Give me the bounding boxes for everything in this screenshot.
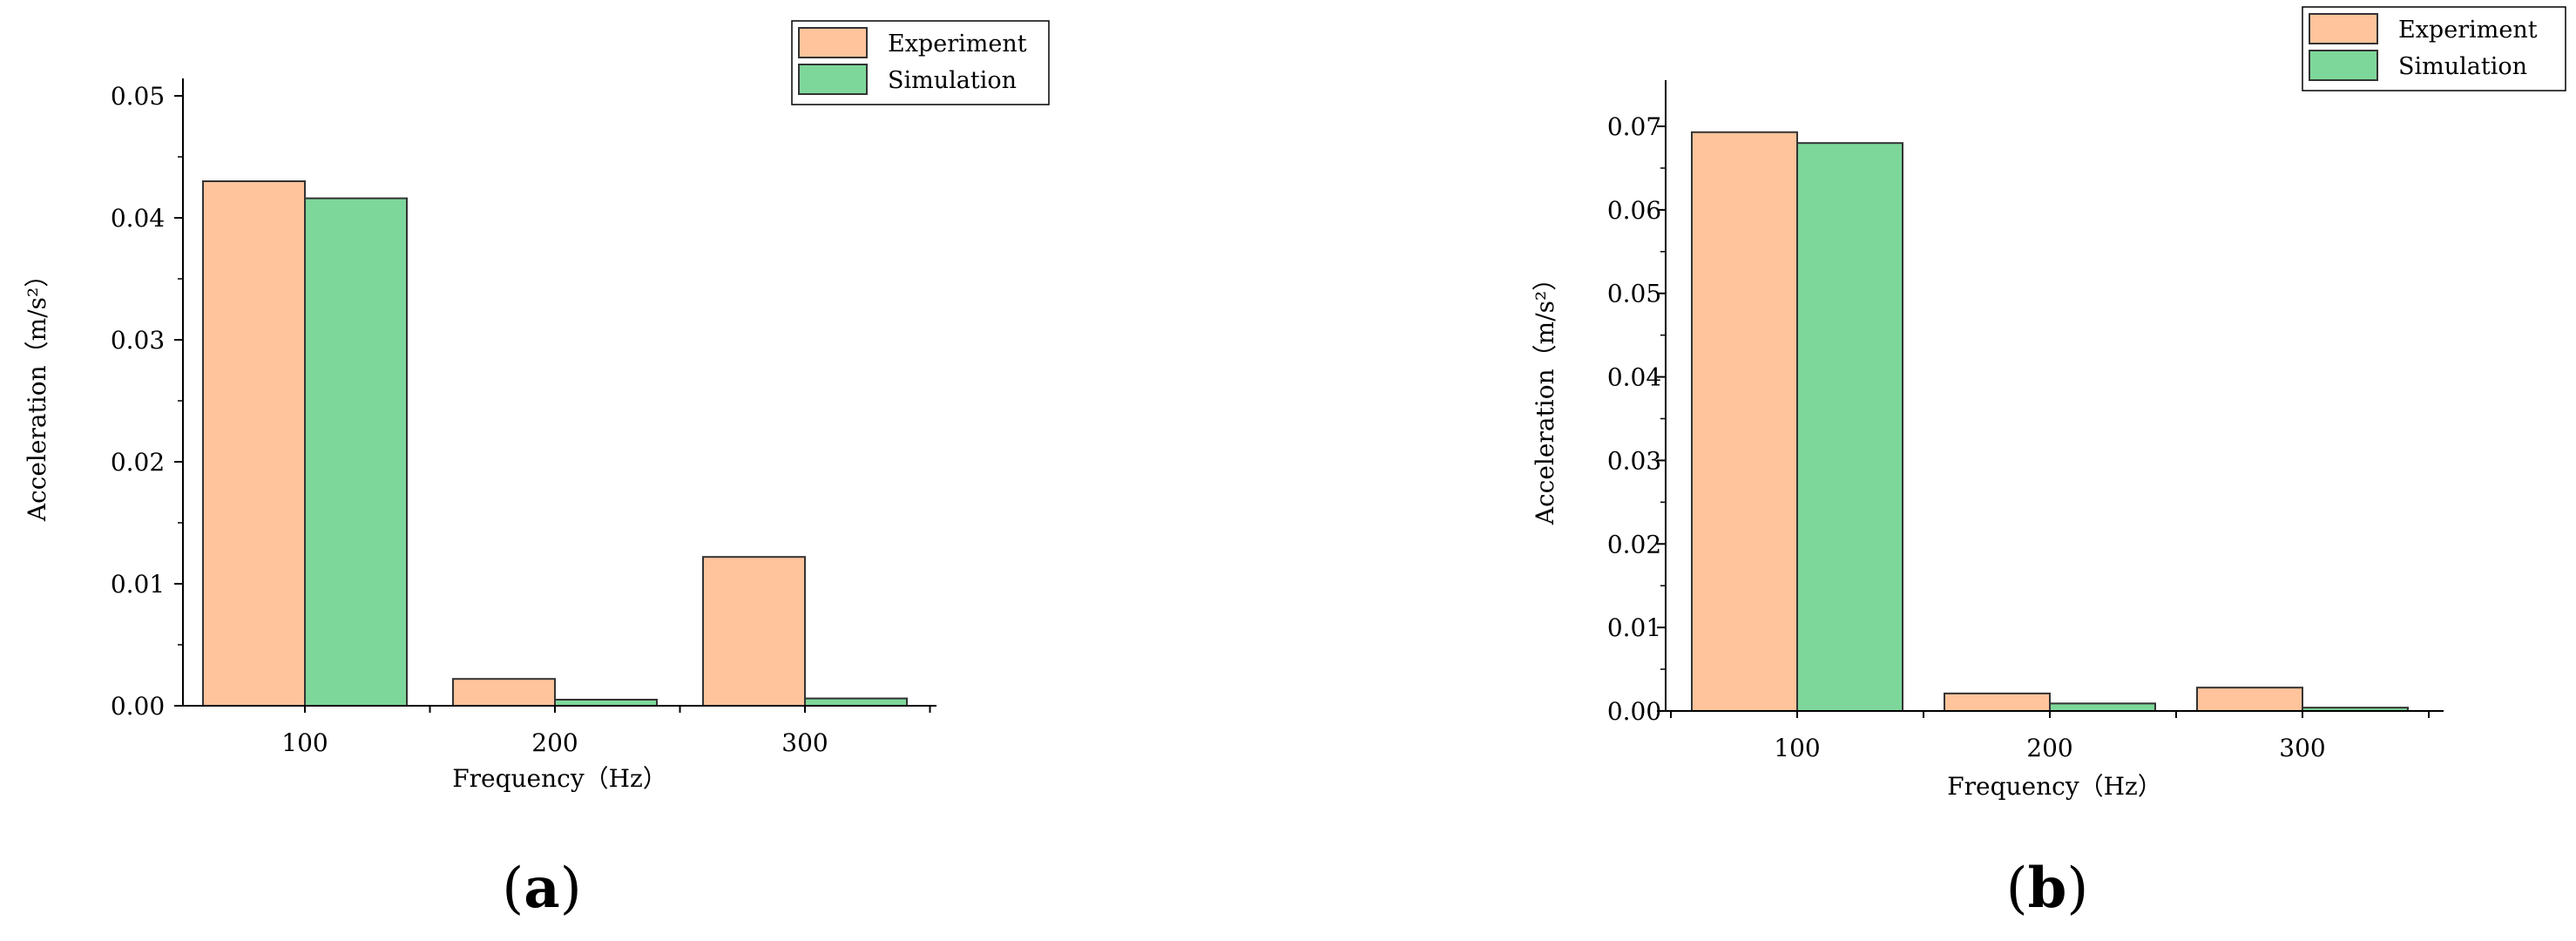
y-tick-label: 0.02 [111, 448, 165, 477]
x-axis-title: Frequency（Hz） [452, 764, 667, 793]
y-tick-label: 0.07 [1607, 112, 1661, 141]
legend: Experiment Simulation [791, 20, 1050, 105]
y-tick-label: 0.03 [1607, 446, 1661, 475]
bar-simulation-100 [1796, 142, 1903, 712]
bar-experiment-200 [452, 678, 556, 707]
legend: Experiment Simulation [2302, 6, 2566, 91]
bar-experiment-200 [1944, 692, 2051, 712]
x-tick-label-300: 300 [2279, 734, 2325, 762]
bar-simulation-200 [2049, 702, 2156, 713]
bar-experiment-300 [2196, 687, 2303, 712]
y-tick-label: 0.04 [1607, 363, 1661, 392]
y-tick-label: 0.01 [1607, 613, 1661, 642]
y-tick-label: 0.02 [1607, 530, 1661, 559]
bar-experiment-300 [702, 556, 806, 707]
y-tick-label: 0.00 [111, 692, 165, 721]
y-tick-label: 0.05 [1607, 280, 1661, 308]
y-tick-label: 0.01 [111, 570, 165, 599]
x-tick-label-200: 200 [2026, 734, 2072, 762]
x-tick-label-200: 200 [531, 728, 578, 757]
bar-experiment-100 [202, 180, 306, 707]
bar-simulation-200 [554, 699, 658, 707]
x-tick-label-300: 300 [781, 728, 828, 757]
panel-label: (a) [502, 856, 581, 921]
y-tick-label: 0.03 [111, 326, 165, 355]
legend-label-simulation: Simulation [2398, 53, 2527, 80]
legend-label-simulation: Simulation [888, 67, 1017, 94]
legend-swatch-simulation [798, 64, 868, 95]
legend-label-experiment: Experiment [2398, 17, 2538, 44]
bar-simulation-300 [804, 697, 908, 707]
x-axis-title: Frequency（Hz） [1947, 772, 2162, 801]
legend-label-experiment: Experiment [888, 30, 1027, 58]
chart-panel-b: 0.00 0.01 0.02 0.03 0.04 0.05 0.06 0.07 100 200 30… [1531, 6, 2566, 921]
panel-label: (b) [2006, 856, 2089, 921]
x-tick-label-100: 100 [281, 728, 328, 757]
legend-swatch-experiment [798, 27, 868, 58]
y-axis-title: Acceleration（m/s²） [1531, 267, 1559, 525]
bar-simulation-100 [304, 197, 408, 707]
x-tick-label-100: 100 [1774, 734, 1820, 762]
chart-panel-a: 0.00 0.01 0.02 0.03 0.04 0.05 100 200 300 Frequen… [23, 20, 1050, 921]
legend-swatch-experiment [2309, 13, 2378, 44]
y-tick-label: 0.06 [1607, 196, 1661, 225]
y-tick-label: 0.04 [111, 204, 165, 233]
bar-experiment-100 [1691, 131, 1798, 712]
y-tick-label: 0.05 [111, 82, 165, 111]
y-tick-label: 0.00 [1607, 697, 1661, 726]
legend-swatch-simulation [2309, 50, 2378, 81]
y-axis-title: Acceleration（m/s²） [23, 263, 51, 522]
